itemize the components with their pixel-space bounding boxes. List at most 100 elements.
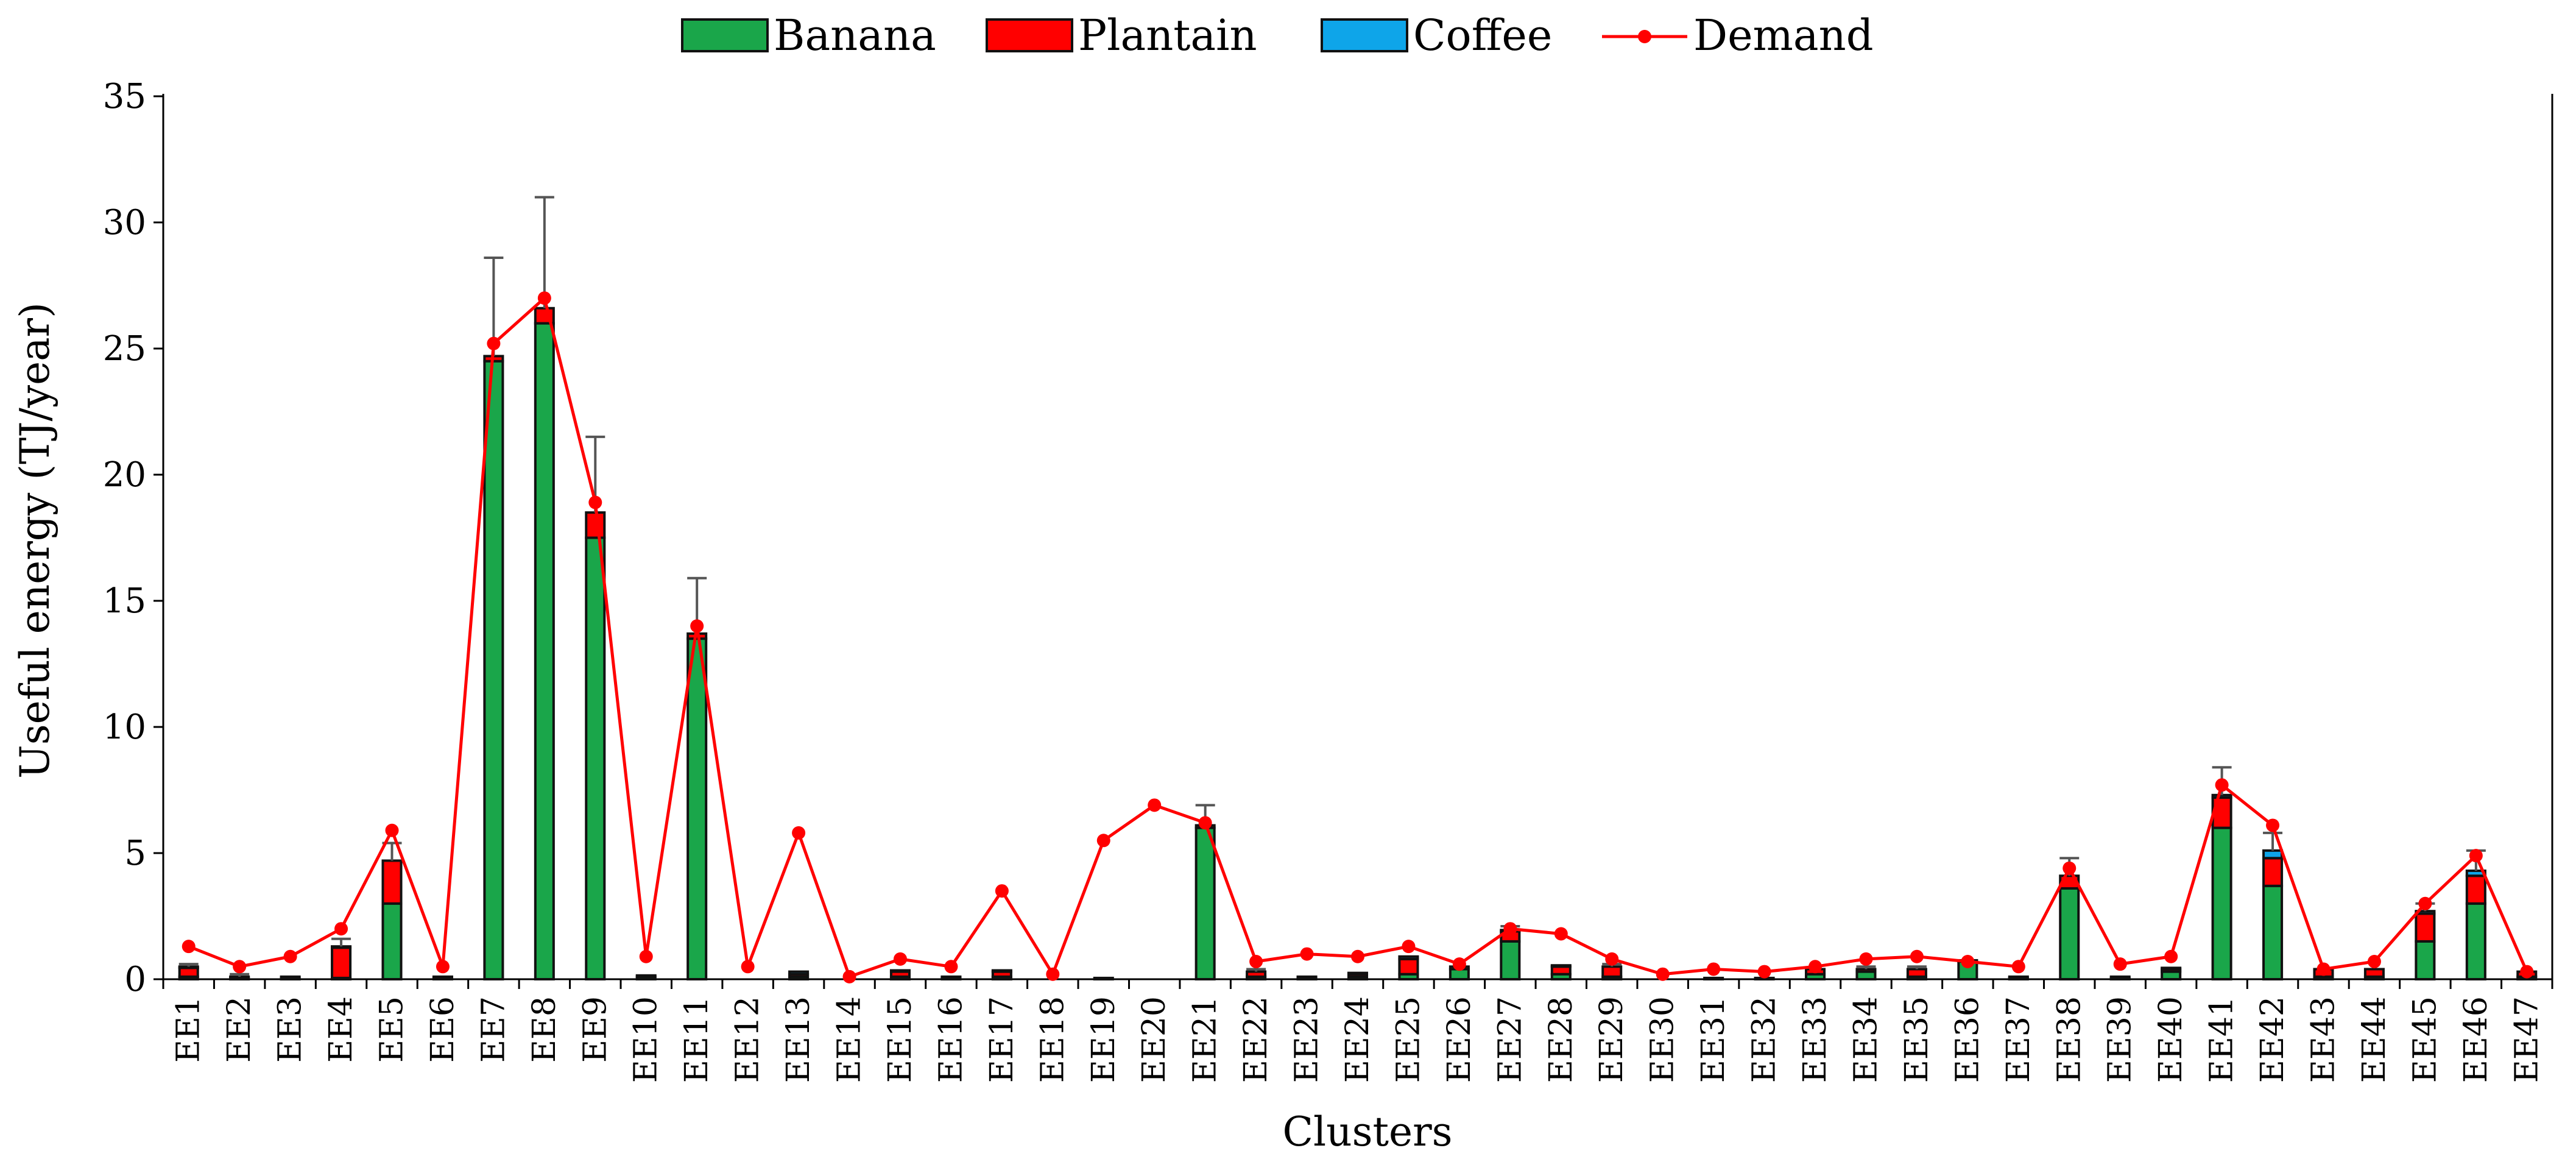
bar-plantain-ee10 — [635, 974, 657, 978]
x-tick-label: EE7 — [475, 996, 512, 1063]
y-tick-label: 0 — [124, 960, 146, 999]
bar-plantain-ee34 — [1855, 968, 1877, 973]
demand-point-ee8 — [537, 291, 551, 305]
demand-point-ee36 — [1961, 955, 1975, 969]
demand-point-ee17 — [995, 884, 1009, 898]
x-tick-label: EE15 — [882, 996, 919, 1083]
demand-point-ee18 — [1046, 967, 1060, 981]
y-tick-label: 30 — [103, 203, 146, 243]
bar-coffee-ee41 — [2211, 793, 2232, 799]
demand-point-ee38 — [2063, 861, 2077, 875]
bar-plantain-ee3 — [280, 975, 301, 979]
y-axis-title: Useful energy (TJ/year) — [12, 302, 58, 779]
demand-point-ee47 — [2520, 965, 2534, 979]
demand-point-ee32 — [1757, 965, 1771, 979]
demand-point-ee12 — [741, 960, 755, 974]
x-tick-label: EE40 — [2153, 996, 2189, 1083]
demand-point-ee40 — [2164, 949, 2178, 963]
bar-plantain-ee1 — [178, 966, 199, 978]
demand-point-ee1 — [182, 940, 196, 954]
legend-swatch-coffee — [1321, 18, 1408, 52]
x-tick-label: EE14 — [831, 996, 868, 1083]
bar-plantain-ee44 — [2363, 968, 2385, 978]
bar-plantain-ee16 — [940, 975, 962, 979]
y-tick-label: 15 — [103, 581, 146, 621]
x-tick-label: EE45 — [2407, 996, 2443, 1083]
x-tick-label: EE12 — [730, 996, 766, 1083]
bar-banana-ee9 — [585, 536, 606, 980]
demand-point-ee37 — [2011, 960, 2025, 974]
demand-point-ee33 — [1808, 960, 1823, 974]
bar-plantain-ee45 — [2415, 912, 2436, 943]
demand-point-ee16 — [944, 960, 958, 974]
x-tick-label: EE33 — [1797, 996, 1833, 1083]
demand-point-ee23 — [1300, 947, 1314, 961]
x-tick-label: EE29 — [1593, 996, 1630, 1083]
bar-coffee-ee13 — [788, 970, 810, 976]
demand-point-ee29 — [1605, 952, 1619, 966]
x-tick-label: EE23 — [1289, 996, 1325, 1083]
legend-swatch-banana — [681, 18, 769, 52]
demand-point-ee31 — [1707, 962, 1721, 976]
bar-banana-ee27 — [1500, 940, 1521, 981]
x-tick-label: EE20 — [1136, 996, 1173, 1083]
x-tick-label: EE17 — [984, 996, 1020, 1083]
demand-point-ee14 — [842, 969, 856, 983]
x-tick-label: EE31 — [1695, 996, 1732, 1083]
demand-point-ee26 — [1452, 957, 1466, 971]
bar-banana-ee38 — [2059, 887, 2080, 980]
demand-point-ee4 — [334, 922, 348, 936]
x-tick-label: EE6 — [425, 996, 461, 1063]
bar-plantain-ee35 — [1906, 968, 1927, 978]
demand-point-ee46 — [2469, 849, 2483, 863]
bar-plantain-ee9 — [585, 511, 606, 539]
demand-point-ee39 — [2113, 957, 2127, 971]
bar-banana-ee11 — [686, 637, 708, 980]
demand-point-ee3 — [283, 949, 297, 963]
y-tick-label: 25 — [103, 329, 146, 369]
demand-point-ee25 — [1402, 940, 1416, 954]
x-tick-label: EE27 — [1492, 996, 1528, 1083]
bar-plantain-ee2 — [229, 975, 250, 979]
bar-banana-ee41 — [2211, 826, 2232, 980]
demand-point-ee24 — [1351, 949, 1364, 963]
x-tick-label: EE46 — [2458, 996, 2494, 1083]
x-tick-label: EE39 — [2102, 996, 2139, 1083]
demand-point-ee11 — [690, 619, 704, 633]
bar-banana-ee7 — [483, 360, 504, 980]
bar-coffee-ee28 — [1550, 964, 1572, 968]
demand-point-ee22 — [1249, 955, 1263, 969]
x-tick-label: EE34 — [1847, 996, 1884, 1083]
x-tick-label: EE37 — [2000, 996, 2037, 1083]
x-tick-label: EE16 — [933, 996, 969, 1083]
bar-coffee-ee17 — [991, 969, 1012, 973]
bar-plantain-ee37 — [2008, 975, 2029, 979]
x-tick-label: EE42 — [2254, 996, 2291, 1083]
demand-point-ee28 — [1554, 927, 1568, 941]
bar-plantain-ee6 — [432, 975, 453, 979]
bar-coffee-ee24 — [1347, 971, 1369, 976]
x-tick-label: EE9 — [577, 996, 613, 1063]
demand-point-ee41 — [2215, 778, 2229, 792]
x-tick-label: EE26 — [1441, 996, 1478, 1083]
x-tick-label: EE28 — [1543, 996, 1579, 1083]
x-tick-label: EE19 — [1085, 996, 1122, 1083]
demand-point-ee20 — [1148, 798, 1162, 812]
bar-plantain-ee5 — [381, 859, 403, 905]
bar-plantain-ee42 — [2262, 857, 2284, 887]
demand-point-ee19 — [1096, 834, 1110, 848]
x-tick-label: EE21 — [1187, 996, 1224, 1083]
x-tick-label: EE25 — [1390, 996, 1427, 1083]
x-tick-label: EE38 — [2051, 996, 2087, 1083]
y-tick-label: 5 — [124, 834, 146, 873]
demand-point-ee34 — [1859, 952, 1873, 966]
bar-plantain-ee4 — [331, 946, 352, 979]
legend-swatch-plantain — [986, 18, 1073, 52]
x-tick-label: EE3 — [272, 996, 309, 1063]
bar-plantain-ee22 — [1246, 970, 1267, 978]
demand-point-ee27 — [1503, 922, 1517, 936]
demand-point-ee2 — [233, 960, 247, 974]
demand-point-ee35 — [1910, 949, 1924, 963]
bar-banana-ee31 — [1703, 976, 1724, 981]
